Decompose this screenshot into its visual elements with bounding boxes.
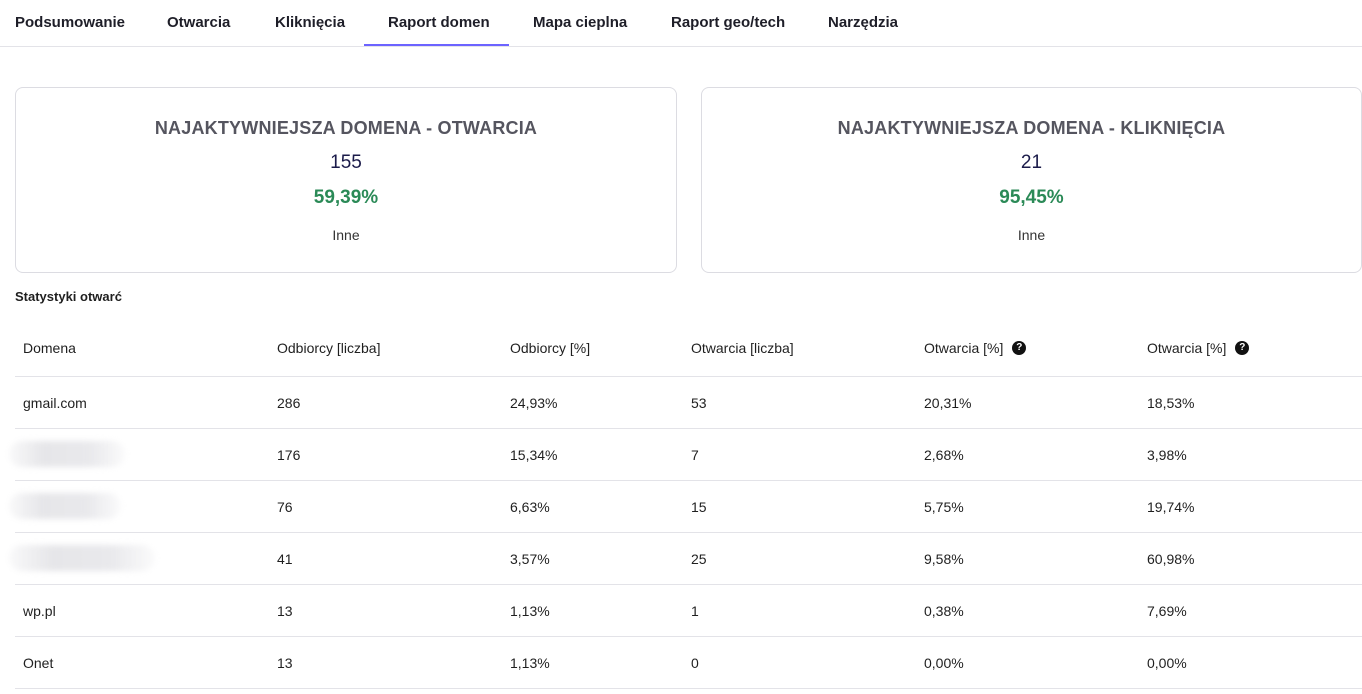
recipients-percent-cell: 3,57% (510, 550, 550, 567)
opens-percent-cell-2: 60,98% (1147, 550, 1195, 567)
tab-podsumowanie[interactable]: Podsumowanie (15, 14, 126, 31)
header-otwarcia-procent-1[interactable]: Otwarcia [%] ? (924, 319, 1027, 376)
table-row: wp.pl 13 1,13% 1 0,38% 7,69% (15, 585, 1362, 637)
opens-count-cell: 7 (691, 446, 699, 463)
opens-percent-cell: 0,00% (924, 654, 964, 671)
recipients-percent-cell: 24,93% (510, 394, 558, 411)
card-title: NAJAKTYWNIEJSZA DOMENA - OTWARCIA (154, 118, 538, 138)
card-domain-label: Inne (332, 227, 360, 243)
opens-count-cell: 15 (691, 498, 707, 515)
tab-mapa-cieplna[interactable]: Mapa cieplna (533, 14, 628, 31)
recipients-percent-cell: 1,13% (510, 602, 550, 619)
opens-percent-cell-2: 18,53% (1147, 394, 1195, 411)
top-domain-clicks-card: NAJAKTYWNIEJSZA DOMENA - KLIKNIĘCIA 21 9… (701, 87, 1362, 273)
header-otwarcia-procent-2[interactable]: Otwarcia [%] ? (1147, 319, 1250, 376)
blurred-domain (9, 493, 121, 519)
header-otwarcia-liczba[interactable]: Otwarcia [liczba] (691, 339, 794, 356)
table-row: 176 15,34% 7 2,68% 3,98% (9, 429, 1362, 481)
header-label: Otwarcia [%] (924, 339, 1004, 356)
card-percent: 59,39% (313, 187, 379, 208)
opens-percent-cell-2: 19,74% (1147, 498, 1195, 515)
table-row: 76 6,63% 15 5,75% 19,74% (9, 481, 1362, 533)
tab-raport-geo-tech[interactable]: Raport geo/tech (671, 14, 786, 31)
opens-percent-cell: 0,38% (924, 602, 964, 619)
recipients-percent-cell: 6,63% (510, 498, 550, 515)
domain-cell: Onet (23, 654, 54, 671)
help-icon[interactable]: ? (1012, 340, 1027, 355)
header-domena[interactable]: Domena (23, 339, 76, 356)
section-title: Statystyki otwarć (15, 289, 122, 304)
table-row: gmail.com 286 24,93% 53 20,31% 18,53% (15, 377, 1362, 429)
card-title: NAJAKTYWNIEJSZA DOMENA - KLIKNIĘCIA (837, 118, 1226, 138)
opens-percent-cell: 5,75% (924, 498, 964, 515)
opens-percent-cell-2: 3,98% (1147, 446, 1187, 463)
recipients-count-cell: 13 (277, 602, 293, 619)
opens-count-cell: 25 (691, 550, 707, 567)
opens-count-cell: 53 (691, 394, 707, 411)
card-count: 21 (1020, 152, 1043, 173)
table-row: 41 3,57% 25 9,58% 60,98% (9, 533, 1362, 585)
domain-cell: gmail.com (23, 394, 87, 411)
header-odbiorcy-liczba[interactable]: Odbiorcy [liczba] (277, 339, 381, 356)
table-header: Domena Odbiorcy [liczba] Odbiorcy [%] Ot… (15, 319, 1362, 377)
opens-percent-cell: 9,58% (924, 550, 964, 567)
card-percent: 95,45% (999, 187, 1064, 208)
tab-narzedzia[interactable]: Narzędzia (828, 14, 899, 31)
card-count: 155 (330, 152, 362, 173)
header-odbiorcy-procent[interactable]: Odbiorcy [%] (510, 339, 591, 356)
tab-bar: Podsumowanie Otwarcia Kliknięcia Raport … (0, 0, 1362, 47)
opens-percent-cell: 2,68% (924, 446, 964, 463)
opens-percent-cell: 20,31% (924, 394, 972, 411)
tab-klikniecia[interactable]: Kliknięcia (275, 14, 346, 31)
domain-cell: wp.pl (23, 602, 56, 619)
card-domain-label: Inne (1017, 227, 1046, 243)
recipients-count-cell: 76 (277, 498, 293, 515)
opens-count-cell: 0 (691, 654, 699, 671)
recipients-count-cell: 41 (277, 550, 293, 567)
tab-raport-domen[interactable]: Raport domen (364, 0, 509, 46)
tab-otwarcia[interactable]: Otwarcia (167, 14, 231, 31)
table-row: Onet 13 1,13% 0 0,00% 0,00% (15, 637, 1362, 689)
recipients-percent-cell: 15,34% (510, 446, 558, 463)
recipients-count-cell: 13 (277, 654, 293, 671)
help-icon[interactable]: ? (1235, 340, 1250, 355)
domain-stats-table: Domena Odbiorcy [liczba] Odbiorcy [%] Ot… (9, 319, 1362, 689)
opens-percent-cell-2: 7,69% (1147, 602, 1187, 619)
blurred-domain (9, 545, 155, 571)
top-domain-opens-card: NAJAKTYWNIEJSZA DOMENA - OTWARCIA 155 59… (15, 87, 677, 273)
opens-percent-cell-2: 0,00% (1147, 654, 1187, 671)
recipients-count-cell: 286 (277, 394, 301, 411)
recipients-count-cell: 176 (277, 446, 301, 463)
header-label: Otwarcia [%] (1147, 339, 1227, 356)
recipients-percent-cell: 1,13% (510, 654, 550, 671)
opens-count-cell: 1 (691, 602, 699, 619)
blurred-domain (9, 441, 125, 467)
